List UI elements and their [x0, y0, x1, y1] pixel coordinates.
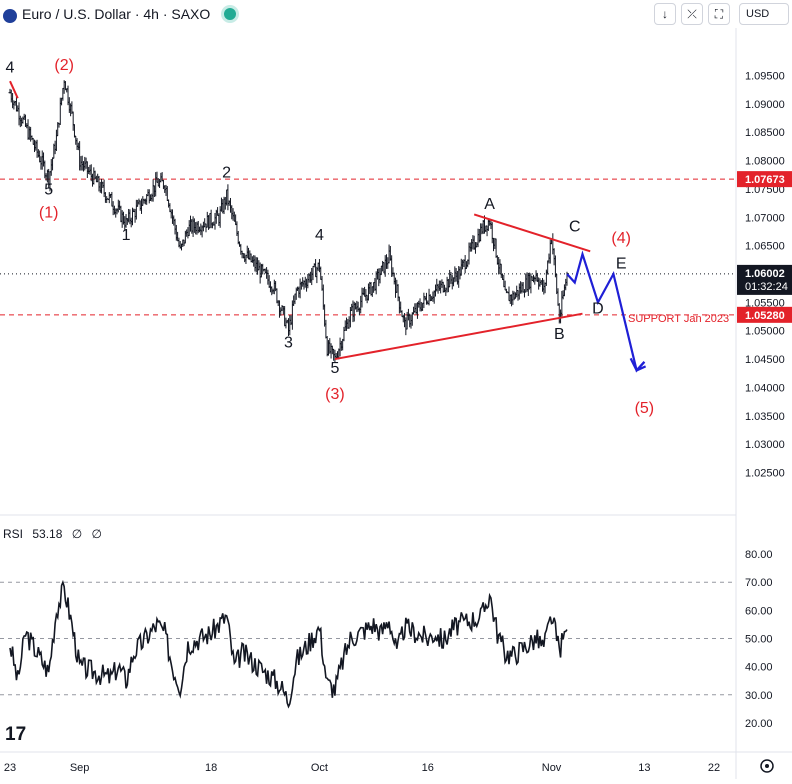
gear-icon	[760, 759, 774, 773]
wave-label: 1	[122, 227, 131, 244]
wave-label: B	[554, 326, 565, 343]
rsi-tick-label: 20.00	[745, 718, 773, 730]
download-button[interactable]: ↓	[654, 3, 676, 25]
time-tick-label: 23	[4, 762, 16, 774]
price-tick-label: 1.05500	[745, 297, 785, 309]
price-tag	[737, 171, 792, 188]
price-tick-label: 1.08000	[745, 156, 785, 168]
time-tick-label: 13	[638, 762, 650, 774]
time-tick-label: Oct	[311, 762, 328, 774]
price-tick-label: 1.08500	[745, 127, 785, 139]
wave-label: (3)	[325, 386, 345, 403]
level-lines	[0, 178, 736, 316]
price-tick-label: 1.02500	[745, 467, 785, 479]
wave-label: A	[484, 196, 495, 213]
wave-label: 3	[284, 335, 293, 352]
rsi-null-1: ∅	[71, 527, 83, 541]
wave-label: 5	[44, 182, 53, 199]
time-tick-label: 18	[205, 762, 217, 774]
price-tick-label: 1.09000	[745, 99, 785, 111]
trendline	[9, 80, 19, 99]
price-tick-label: 1.07000	[745, 212, 785, 224]
grid-layer	[0, 28, 792, 779]
price-tag-label: 1.07673	[745, 174, 785, 186]
price-tick-label: 1.06500	[745, 241, 785, 253]
price-tag-label: 1.05280	[745, 310, 785, 322]
rsi-tick-label: 70.00	[745, 577, 773, 589]
time-tick-label: Nov	[542, 762, 562, 774]
wave-label: C	[569, 218, 581, 235]
trendline	[334, 312, 583, 361]
price-axis: 1.095001.090001.085001.080001.075001.070…	[737, 71, 792, 479]
rsi-tick-label: 50.00	[745, 634, 773, 646]
price-tick-label: 1.04500	[745, 354, 785, 366]
wave-label: 5	[330, 360, 339, 377]
rsi-tick-label: 60.00	[745, 605, 773, 617]
wave-label: 4	[6, 60, 15, 77]
symbol-title[interactable]: Euro / U.S. Dollar · 4h · SAXO	[22, 6, 211, 22]
price-tick-label: 1.05000	[745, 326, 785, 338]
rsi-label: RSI	[3, 527, 24, 541]
price-tick-label: 1.09500	[745, 71, 785, 83]
last-price-tag	[737, 264, 792, 295]
rsi-value: 53.18	[32, 527, 63, 541]
gear-icon-center	[765, 764, 769, 768]
wave-label: 2	[222, 165, 231, 182]
last-price-label: 1.06002	[745, 268, 785, 280]
eurusd-flag-icon	[3, 9, 17, 23]
projection-tail	[635, 361, 646, 372]
time-tick-label: 16	[422, 762, 434, 774]
trendline	[473, 213, 591, 253]
wave-label: E	[616, 255, 627, 272]
time-axis: 23 Sep 18 Oct 16 Nov 13 22 17	[4, 724, 774, 774]
currency-select[interactable]: USD	[739, 3, 789, 25]
projection-path	[566, 250, 647, 373]
rsi-pane: 80.00 70.00 60.00 50.00 40.00 30.00 20.00	[0, 549, 773, 730]
rsi-tick-label: 30.00	[745, 690, 773, 702]
rsi-header[interactable]: RSI 53.18 ∅ ∅	[3, 527, 108, 541]
rsi-null-2: ∅	[91, 527, 102, 541]
price-bars	[8, 80, 569, 363]
countdown-label: 01:32:24	[745, 281, 788, 293]
trendlines	[9, 80, 591, 361]
wave-label: (2)	[54, 57, 74, 74]
market-status-icon	[224, 8, 237, 20]
wave-label: (4)	[611, 230, 631, 247]
price-tick-label: 1.04000	[745, 382, 785, 394]
rsi-tick-label: 80.00	[745, 549, 773, 561]
price-tick-label: 1.03000	[745, 439, 785, 451]
time-tick-label: Sep	[70, 762, 90, 774]
wave-label: D	[592, 301, 604, 318]
time-tick-label: 22	[708, 762, 720, 774]
wave-labels: 4 (2) 5 (1) 1 2 4 3 5 (3) A B C D E (4) (5) SUPPORT Jan 2…	[6, 57, 730, 417]
wave-label: 4	[315, 227, 324, 244]
rsi-tick-label: 40.00	[745, 662, 773, 674]
support-label: SUPPORT Jan 2023	[628, 313, 729, 325]
price-tick-label: 1.03500	[745, 411, 785, 423]
wave-label: (1)	[39, 204, 59, 221]
fullscreen-button[interactable]: ⛶	[708, 3, 730, 25]
compare-button[interactable]: ⤫	[681, 3, 703, 25]
tradingview-logo: 17	[5, 724, 26, 745]
wave-label: (5)	[635, 400, 655, 417]
rsi-line	[9, 579, 568, 709]
price-tag	[737, 306, 792, 323]
chart-header: Euro / U.S. Dollar · 4h · SAXO	[0, 3, 237, 25]
